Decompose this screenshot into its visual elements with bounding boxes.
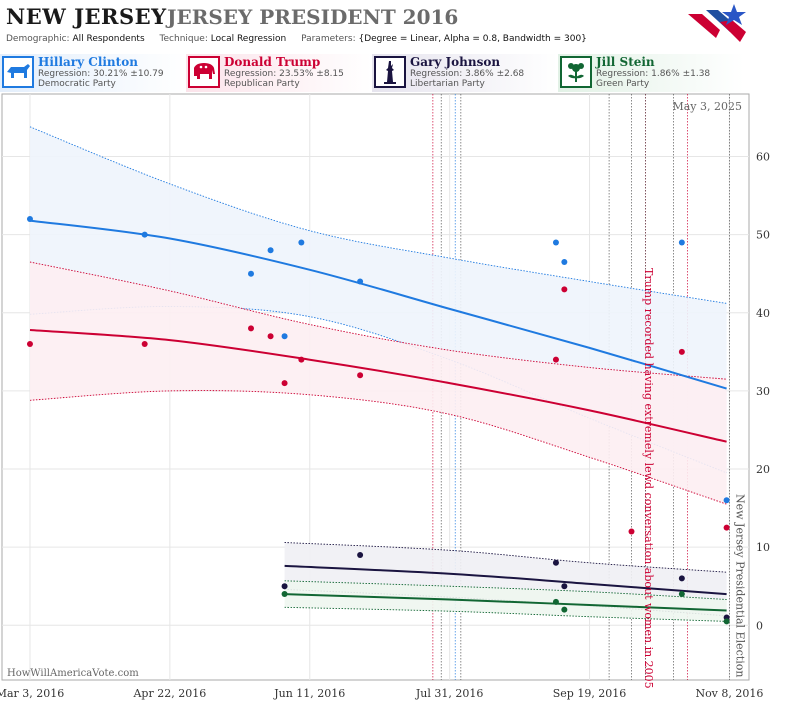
poll-point: [281, 583, 288, 590]
poll-point: [723, 497, 730, 504]
elephant-icon: [188, 56, 220, 88]
candidate-party: Democratic Party: [38, 79, 116, 89]
candidate-party: Green Party: [596, 79, 650, 89]
demographic-value: All Respondents: [72, 34, 145, 44]
poll-point: [281, 591, 288, 598]
lower-bound-line: [29, 390, 727, 505]
poll-point: [26, 216, 33, 223]
x-tick-label: Apr 22, 2016: [132, 687, 206, 700]
lower-bound-line: [284, 606, 727, 622]
poll-point: [298, 239, 305, 246]
poll-point: [281, 380, 288, 387]
candidate-party: Republican Party: [224, 79, 300, 89]
regression-line: [29, 329, 727, 443]
candidate-name: Gary Johnson: [410, 55, 501, 69]
poll-point: [248, 270, 254, 277]
candidate-regression: Regression: 3.86% ±2.68: [410, 69, 525, 79]
x-tick-label: Jun 11, 2016: [273, 687, 345, 700]
poll-point: [141, 341, 148, 348]
event-label: New Jersey Presidential Election: [733, 494, 746, 677]
green-flower-icon: [560, 56, 592, 88]
poll-point: [561, 606, 568, 613]
candidate-name: Jill Stein: [596, 55, 655, 69]
candidate-card-johnson: Gary Johnson Regression: 3.86% ±2.68 Lib…: [372, 54, 558, 92]
poll-point: [357, 551, 364, 558]
y-tick-label: 40: [756, 307, 770, 320]
candidate-card-stein: Jill Stein Regression: 1.86% ±1.38 Green…: [558, 54, 744, 92]
poll-point: [357, 278, 364, 285]
liberty-icon: [374, 56, 406, 88]
poll-point: [723, 618, 730, 625]
chart-header: NEW JERSEY JERSEY PRESIDENT 2016 Demogra…: [0, 0, 789, 92]
candidate-card-clinton: Hillary Clinton Regression: 30.21% ±10.7…: [0, 54, 186, 92]
x-tick-label: Sep 19, 2016: [553, 687, 627, 700]
technique-value: Local Regression: [210, 34, 287, 44]
state-title: NEW JERSEY: [6, 4, 167, 29]
site-logo-icon: [688, 4, 746, 42]
event-label: Trump recorded having extremely lewd con…: [642, 268, 655, 689]
poll-point: [552, 598, 559, 605]
confidence-band: [30, 262, 727, 505]
poll-point: [248, 325, 254, 332]
poll-point: [298, 356, 305, 363]
candidate-card-trump: Donald Trump Regression: 23.53% ±8.15 Re…: [186, 54, 372, 92]
candidate-regression: Regression: 30.21% ±10.79: [38, 69, 164, 79]
x-tick-label: Jul 31, 2016: [415, 687, 484, 700]
poll-point: [723, 524, 730, 531]
series-1: [29, 261, 727, 505]
upper-bound-line: [29, 261, 727, 380]
parameters-label: Parameters:: [301, 34, 356, 44]
candidate-name: Hillary Clinton: [38, 55, 138, 69]
poll-point: [678, 575, 685, 582]
poll-point: [26, 341, 33, 348]
poll-point: [357, 372, 364, 379]
parameters-line: Demographic: All Respondents Technique: …: [6, 34, 599, 44]
demographic-label: Demographic:: [6, 34, 70, 44]
upper-bound-line: [284, 542, 727, 573]
y-tick-label: 60: [756, 151, 770, 164]
poll-point: [561, 583, 568, 590]
poll-point: [678, 591, 685, 598]
candidate-party: Libertarian Party: [410, 79, 485, 89]
date-stamp: May 3, 2025: [672, 100, 742, 113]
poll-point: [678, 239, 685, 246]
regression-line: [284, 593, 727, 612]
poll-point: [678, 348, 685, 355]
poll-point: [561, 258, 568, 265]
x-tick-label: Nov 8, 2016: [695, 687, 763, 700]
donkey-icon: [2, 56, 34, 88]
poll-point: [281, 333, 288, 340]
poll-point: [267, 247, 274, 254]
upper-bound-line: [284, 580, 727, 600]
y-tick-label: 20: [756, 463, 770, 476]
y-tick-label: 50: [756, 229, 770, 242]
poll-point: [561, 286, 568, 293]
parameters-value: {Degree = Linear, Alpha = 0.8, Bandwidth…: [358, 34, 587, 44]
y-tick-label: 10: [756, 541, 770, 554]
candidate-regression: Regression: 1.86% ±1.38: [596, 69, 711, 79]
y-tick-label: 0: [756, 619, 763, 632]
regression-line: [284, 564, 727, 596]
regression-line: [29, 219, 727, 390]
poll-point: [628, 528, 635, 535]
poll-point: [552, 559, 559, 566]
race-title: JERSEY PRESIDENT 2016: [167, 5, 459, 29]
y-tick-label: 30: [756, 385, 770, 398]
poll-point: [267, 333, 274, 340]
poll-point: [141, 231, 148, 238]
upper-bound-line: [29, 126, 727, 304]
x-tick-label: Mar 3, 2016: [0, 687, 64, 700]
candidate-name: Donald Trump: [224, 55, 321, 69]
poll-point: [552, 239, 559, 246]
poll-point: [552, 356, 559, 363]
candidate-regression: Regression: 23.53% ±8.15: [224, 69, 344, 79]
watermark: HowWillAmericaVote.com: [7, 668, 139, 679]
technique-label: Technique:: [159, 34, 208, 44]
